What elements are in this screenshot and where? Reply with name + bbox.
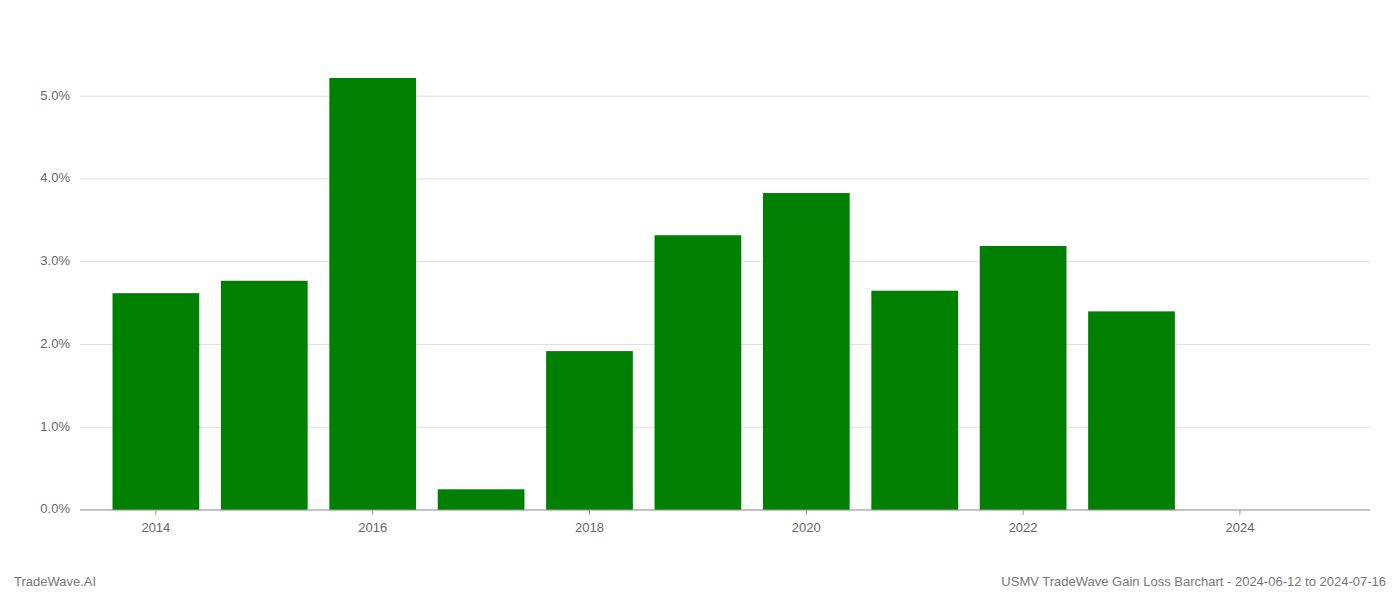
background [0, 0, 1400, 600]
bar [763, 193, 850, 510]
x-tick [589, 510, 590, 515]
y-tick-label: 2.0% [40, 336, 70, 351]
grid-line [80, 178, 1370, 179]
y-tick-labels: 0.0% 1.0% 2.0% 3.0% 4.0% 5.0% [40, 88, 70, 517]
bar [871, 291, 958, 510]
grid-line [80, 96, 1370, 97]
y-tick-label: 1.0% [40, 419, 70, 434]
watermark: TradeWave.AI [14, 574, 96, 589]
bars [113, 78, 1175, 510]
bar [221, 281, 308, 510]
x-tick-labels: 2014 2016 2018 2020 2022 2024 [141, 510, 1254, 535]
x-tick-label: 2020 [792, 520, 821, 535]
chart-svg: 0.0% 1.0% 2.0% 3.0% 4.0% 5.0% 2014 2016 2018 2020… [0, 0, 1400, 600]
x-tick [1239, 510, 1240, 515]
x-tick-label: 2022 [1009, 520, 1038, 535]
x-tick-label: 2018 [575, 520, 604, 535]
y-tick-label: 3.0% [40, 253, 70, 268]
bar [655, 235, 742, 510]
bar [438, 489, 525, 510]
x-tick [1023, 510, 1024, 515]
bar [980, 246, 1067, 510]
chart-title: USMV TradeWave Gain Loss Barchart - 2024… [1001, 574, 1386, 589]
x-tick-label: 2016 [358, 520, 387, 535]
bar [113, 293, 200, 510]
y-grid [80, 96, 1370, 510]
x-tick-label: 2024 [1225, 520, 1254, 535]
x-axis-line [80, 510, 1370, 511]
bar [329, 78, 416, 510]
grid-line [80, 510, 1370, 511]
y-tick-label: 4.0% [40, 170, 70, 185]
x-tick-label: 2014 [141, 520, 170, 535]
x-tick [806, 510, 807, 515]
x-tick [155, 510, 156, 515]
bar [546, 351, 633, 510]
x-tick [372, 510, 373, 515]
y-tick-label: 0.0% [40, 501, 70, 516]
y-tick-label: 5.0% [40, 88, 70, 103]
bar [1088, 311, 1175, 510]
chart-container: 0.0% 1.0% 2.0% 3.0% 4.0% 5.0% 2014 2016 2018 2020… [0, 0, 1400, 600]
